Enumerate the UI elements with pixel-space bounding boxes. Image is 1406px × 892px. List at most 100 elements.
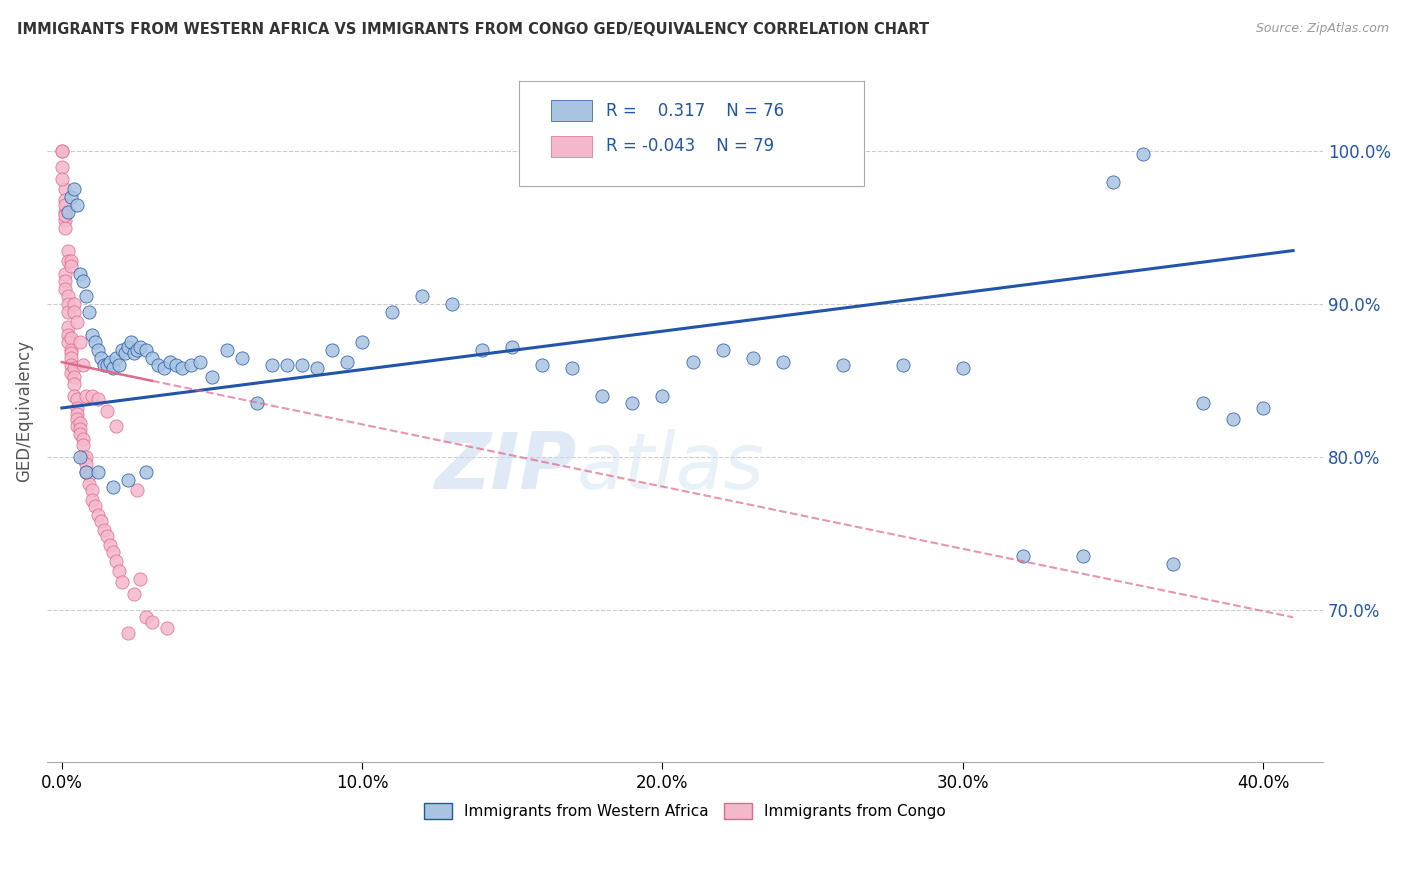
Point xyxy=(59,254,82,268)
Point xyxy=(215,343,238,357)
Point xyxy=(104,351,127,365)
Point xyxy=(114,346,136,360)
Point xyxy=(51,171,73,186)
Point xyxy=(69,422,91,436)
Text: Source: ZipAtlas.com: Source: ZipAtlas.com xyxy=(1256,22,1389,36)
Point xyxy=(741,351,763,365)
Point xyxy=(156,621,179,635)
Point xyxy=(262,358,284,372)
Point xyxy=(63,376,86,391)
Point xyxy=(111,343,134,357)
Point xyxy=(59,351,82,365)
Legend: Immigrants from Western Africa, Immigrants from Congo: Immigrants from Western Africa, Immigran… xyxy=(419,797,952,825)
Point xyxy=(66,411,89,425)
Point xyxy=(69,335,91,350)
Point xyxy=(56,289,79,303)
Point xyxy=(891,358,914,372)
Point xyxy=(80,327,103,342)
Point xyxy=(711,343,734,357)
Point xyxy=(201,370,224,384)
Point xyxy=(66,407,89,421)
Point xyxy=(56,297,79,311)
Point xyxy=(621,396,644,410)
Point xyxy=(75,465,97,479)
Point xyxy=(159,355,181,369)
Point xyxy=(66,392,89,406)
Point xyxy=(561,361,583,376)
Point xyxy=(63,361,86,376)
Point xyxy=(117,473,139,487)
Point xyxy=(1071,549,1094,564)
Point xyxy=(98,355,121,369)
Point xyxy=(1251,401,1274,415)
Text: R = -0.043    N = 79: R = -0.043 N = 79 xyxy=(606,137,775,155)
Point xyxy=(56,304,79,318)
Point xyxy=(531,358,554,372)
Point xyxy=(165,358,187,372)
Point xyxy=(352,335,374,350)
Text: atlas: atlas xyxy=(576,429,765,505)
Point xyxy=(87,343,110,357)
Point xyxy=(80,483,103,498)
Point xyxy=(321,343,343,357)
Point xyxy=(336,355,359,369)
Point xyxy=(53,209,76,223)
Point xyxy=(108,565,131,579)
Point xyxy=(1102,175,1125,189)
Point xyxy=(59,358,82,372)
Point xyxy=(63,297,86,311)
Point xyxy=(72,358,94,372)
Text: R =    0.317    N = 76: R = 0.317 N = 76 xyxy=(606,102,785,120)
Point xyxy=(411,289,433,303)
Point xyxy=(84,335,107,350)
Point xyxy=(135,465,157,479)
Point xyxy=(75,458,97,472)
Point xyxy=(53,198,76,212)
Point xyxy=(651,389,673,403)
Point xyxy=(93,358,115,372)
Point xyxy=(63,304,86,318)
Text: ZIP: ZIP xyxy=(434,429,576,505)
Point xyxy=(153,361,176,376)
Point xyxy=(56,320,79,334)
FancyBboxPatch shape xyxy=(519,80,863,186)
Point xyxy=(59,190,82,204)
Text: IMMIGRANTS FROM WESTERN AFRICA VS IMMIGRANTS FROM CONGO GED/EQUIVALENCY CORRELAT: IMMIGRANTS FROM WESTERN AFRICA VS IMMIGR… xyxy=(17,22,929,37)
Point xyxy=(51,160,73,174)
Point xyxy=(231,351,253,365)
Point xyxy=(772,355,794,369)
Point xyxy=(101,480,124,494)
Point xyxy=(93,523,115,537)
Point xyxy=(87,392,110,406)
Point xyxy=(59,366,82,380)
Bar xyxy=(551,136,592,157)
Point xyxy=(77,468,100,483)
Point xyxy=(117,625,139,640)
Point xyxy=(111,575,134,590)
Point xyxy=(66,419,89,434)
Point xyxy=(69,426,91,441)
Point xyxy=(63,182,86,196)
Point xyxy=(471,343,494,357)
Point xyxy=(75,465,97,479)
Point xyxy=(307,361,329,376)
Point xyxy=(90,351,112,365)
Point xyxy=(831,358,853,372)
Point xyxy=(1222,411,1244,425)
Point xyxy=(129,572,152,586)
Point xyxy=(141,351,163,365)
Point xyxy=(125,483,148,498)
Point xyxy=(69,450,91,464)
Point xyxy=(56,254,79,268)
Point xyxy=(129,340,152,354)
Point xyxy=(125,343,148,357)
Point xyxy=(87,508,110,522)
Point xyxy=(117,340,139,354)
Point xyxy=(96,358,118,372)
Point xyxy=(66,315,89,329)
Point xyxy=(63,389,86,403)
Point xyxy=(441,297,464,311)
Point xyxy=(72,274,94,288)
Point xyxy=(104,419,127,434)
Point xyxy=(53,182,76,196)
